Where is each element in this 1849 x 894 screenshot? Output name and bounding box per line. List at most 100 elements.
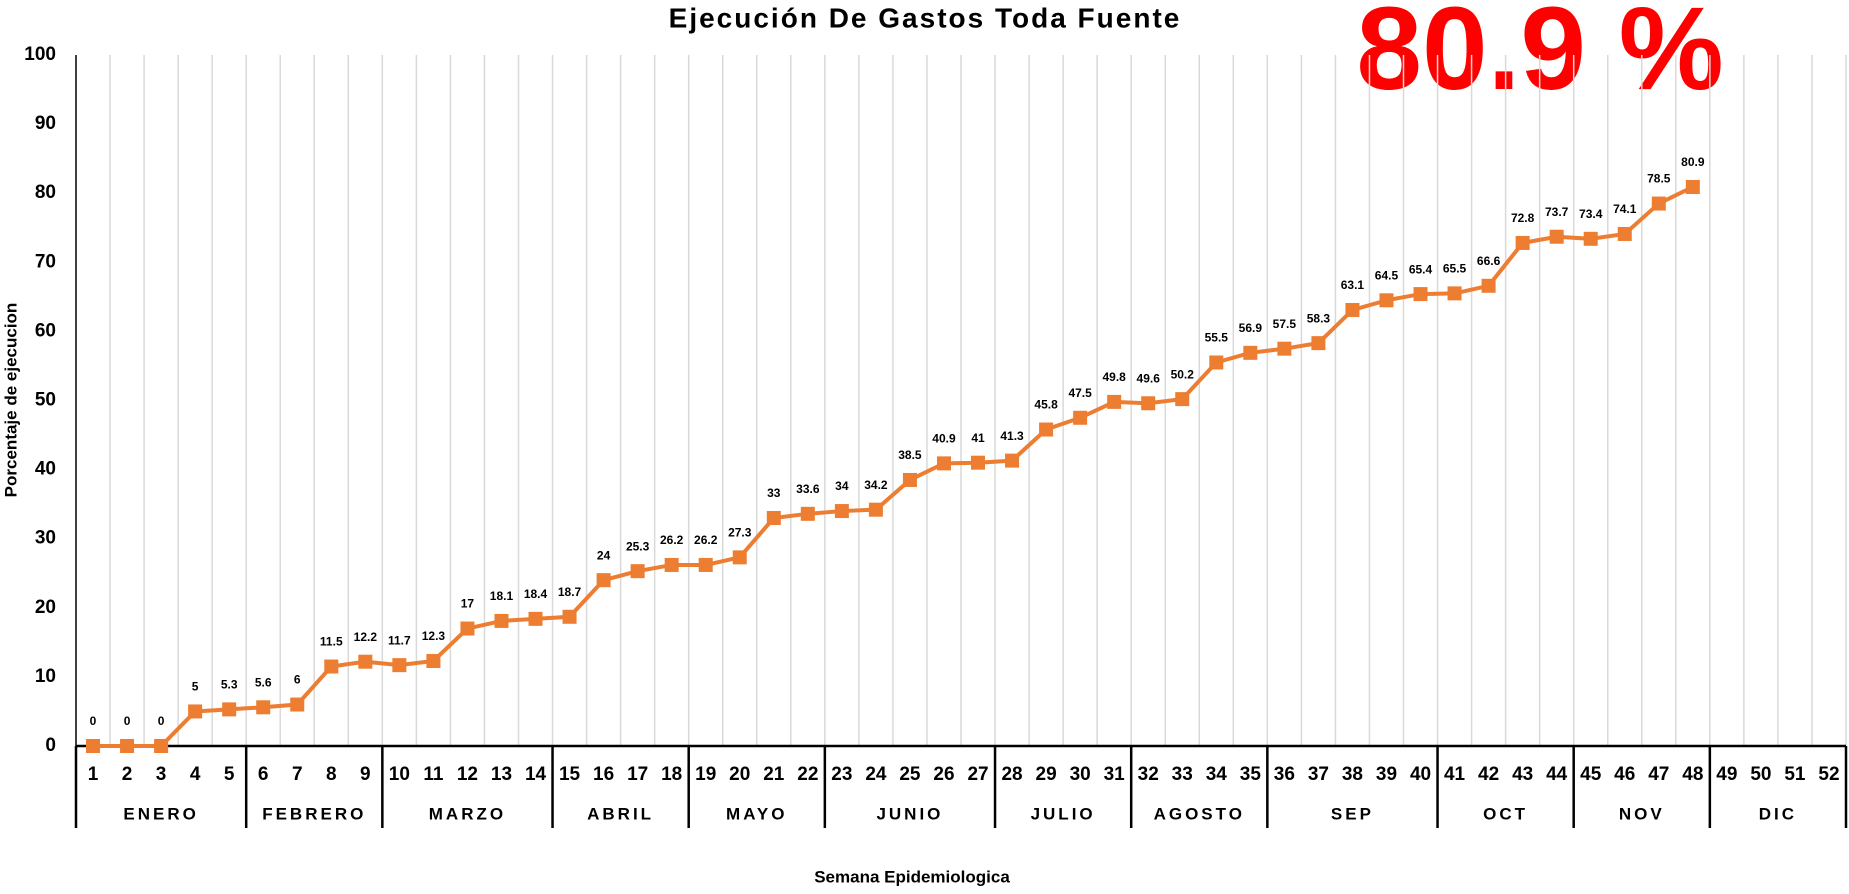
value-label: 11.7 — [388, 633, 411, 647]
value-label: 5 — [192, 680, 199, 694]
marker — [324, 659, 339, 674]
marker — [936, 456, 951, 471]
y-tick-label: 90 — [35, 113, 56, 134]
x-tick-label: 3 — [156, 764, 167, 785]
x-tick-label: 4 — [190, 764, 201, 785]
marker — [426, 654, 441, 669]
y-tick-label: 20 — [35, 597, 56, 618]
value-label: 66.6 — [1477, 254, 1501, 268]
y-tick-label: 0 — [45, 735, 56, 756]
value-label: 12.3 — [422, 629, 446, 643]
marker — [1379, 293, 1394, 308]
marker — [358, 654, 373, 669]
y-tick-label: 40 — [35, 459, 56, 480]
value-label: 49.8 — [1102, 370, 1126, 384]
marker — [1515, 235, 1530, 250]
marker — [1005, 453, 1020, 468]
marker — [460, 621, 475, 636]
value-label: 34 — [835, 479, 849, 493]
y-axis-title: Porcentaje de ejecucion — [1, 303, 20, 498]
marker — [1107, 394, 1122, 409]
value-label: 73.4 — [1579, 207, 1603, 221]
y-tick-label: 80 — [35, 182, 56, 203]
marker — [1413, 287, 1428, 302]
marker — [1651, 196, 1666, 211]
value-label: 17 — [461, 597, 475, 611]
x-tick-label: 30 — [1070, 764, 1091, 785]
marker — [1175, 392, 1190, 407]
x-tick-label: 7 — [292, 764, 303, 785]
x-tick-label: 16 — [593, 764, 614, 785]
value-label: 18.4 — [524, 587, 548, 601]
y-tick-label: 70 — [35, 251, 56, 272]
group-label: OCT — [1483, 804, 1528, 823]
value-label: 64.5 — [1375, 268, 1399, 282]
value-label: 56.9 — [1239, 321, 1263, 335]
marker — [664, 557, 679, 572]
value-label: 45.8 — [1034, 398, 1058, 412]
x-tick-label: 9 — [360, 764, 371, 785]
x-tick-label: 49 — [1716, 764, 1737, 785]
marker — [868, 502, 883, 517]
value-label: 49.6 — [1137, 371, 1161, 385]
x-tick-label: 39 — [1376, 764, 1397, 785]
marker — [698, 557, 713, 572]
value-label: 40.9 — [932, 432, 956, 446]
marker — [562, 609, 577, 624]
marker — [1447, 286, 1462, 301]
value-label: 50.2 — [1171, 367, 1195, 381]
value-label: 5.3 — [221, 678, 238, 692]
x-tick-label: 38 — [1342, 764, 1363, 785]
x-tick-label: 26 — [933, 764, 954, 785]
value-label: 5.6 — [255, 675, 272, 689]
x-tick-label: 5 — [224, 764, 235, 785]
marker — [766, 510, 781, 525]
marker — [86, 739, 101, 753]
x-tick-label: 24 — [865, 764, 887, 785]
x-tick-label: 31 — [1104, 764, 1126, 785]
group-label: AGOSTO — [1154, 804, 1245, 823]
x-tick-label: 40 — [1410, 764, 1431, 785]
x-tick-label: 43 — [1512, 764, 1533, 785]
x-tick-label: 11 — [423, 764, 444, 785]
value-label: 57.5 — [1273, 317, 1297, 331]
x-tick-label: 13 — [491, 764, 512, 785]
marker — [1209, 355, 1224, 370]
x-tick-label: 23 — [831, 764, 852, 785]
value-label: 26.2 — [660, 533, 684, 547]
marker — [1685, 179, 1700, 194]
value-label: 80.9 — [1681, 155, 1705, 169]
value-label: 11.5 — [320, 635, 343, 649]
group-label: MARZO — [429, 804, 506, 823]
marker — [120, 739, 135, 753]
marker — [1277, 341, 1292, 356]
chart-title: Ejecución De Gastos Toda Fuente — [669, 2, 1182, 33]
marker — [1617, 226, 1632, 241]
value-label: 0 — [158, 714, 165, 728]
value-label: 33.6 — [796, 482, 820, 496]
x-tick-label: 22 — [797, 764, 818, 785]
x-tick-label: 18 — [661, 764, 682, 785]
marker — [1345, 302, 1360, 317]
x-tick-label: 28 — [1001, 764, 1022, 785]
marker — [154, 739, 169, 753]
x-tick-label: 44 — [1546, 764, 1568, 785]
x-axis-title: Semana Epidemiologica — [814, 867, 1010, 886]
marker — [222, 702, 237, 717]
x-tick-label: 15 — [559, 764, 581, 785]
group-label: MAYO — [726, 804, 787, 823]
value-label: 41 — [971, 431, 985, 445]
marker — [1583, 231, 1598, 246]
marker — [1481, 278, 1496, 293]
x-tick-label: 27 — [967, 764, 988, 785]
marker — [188, 704, 203, 719]
group-label: DIC — [1759, 804, 1797, 823]
value-label: 6 — [294, 673, 301, 687]
value-label: 0 — [124, 714, 131, 728]
marker — [834, 504, 849, 519]
value-label: 12.2 — [354, 630, 378, 644]
marker — [1549, 229, 1564, 244]
marker — [256, 700, 271, 715]
x-tick-label: 1 — [88, 764, 99, 785]
marker — [1243, 345, 1258, 360]
